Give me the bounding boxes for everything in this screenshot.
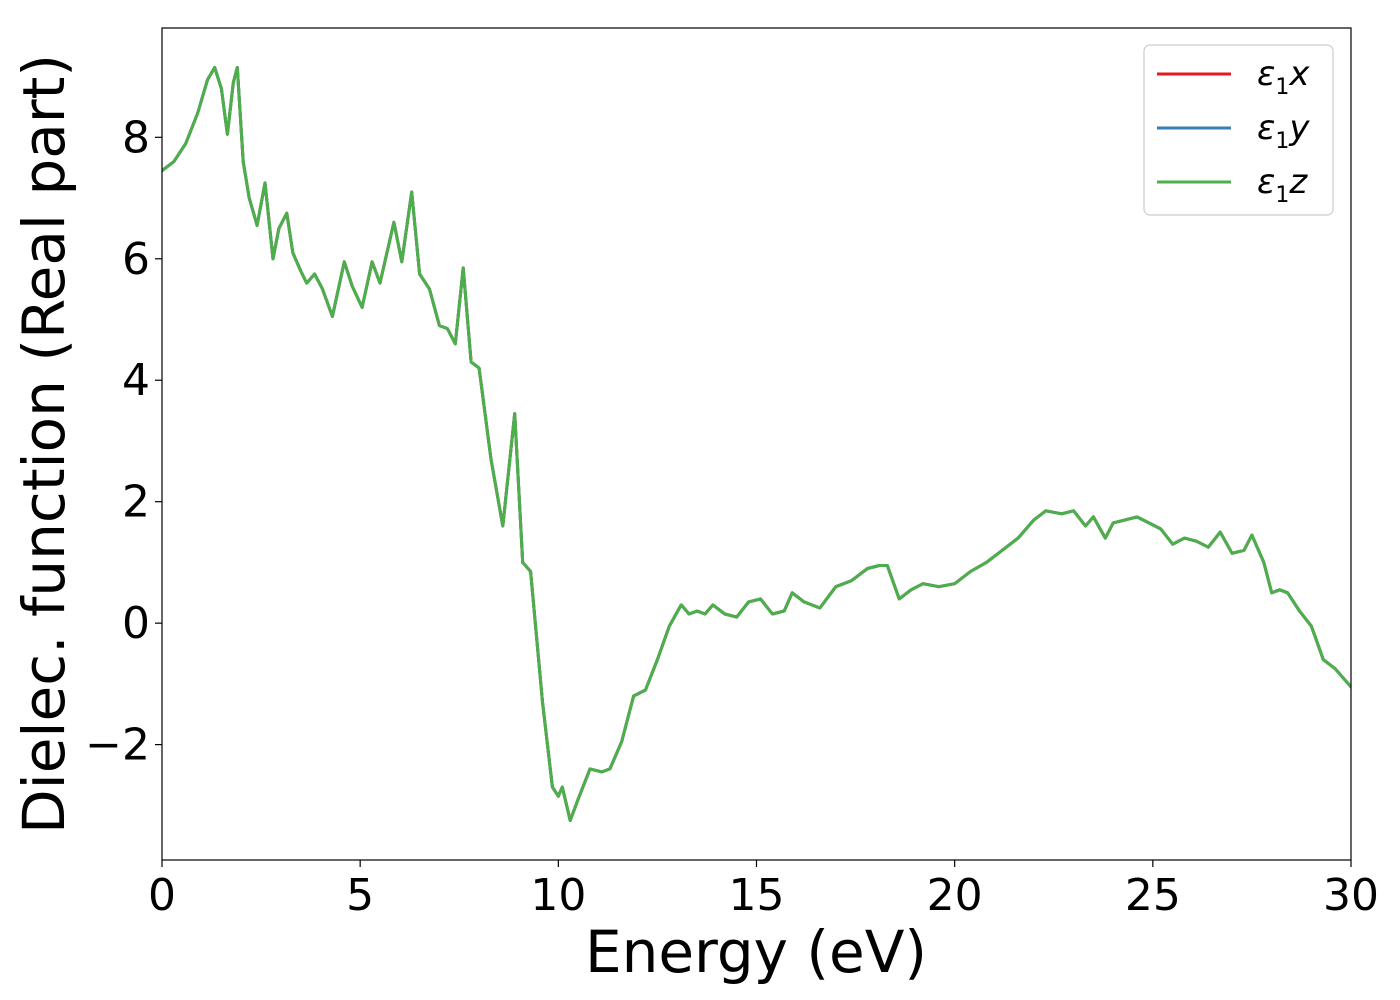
x-tick-label: 25 [1125, 870, 1181, 921]
legend-box [1143, 44, 1334, 216]
y-tick-label: −2 [85, 720, 150, 771]
y-tick-label: 0 [122, 598, 150, 649]
y-ticks: −2 0 2 4 6 8 [85, 112, 162, 771]
y-tick-label: 6 [122, 234, 150, 285]
x-tick-label: 5 [346, 870, 374, 921]
y-axis-label: Dielec. function (Real part) [10, 54, 78, 834]
legend-label-x: ε1x [1257, 54, 1310, 100]
x-ticks: 0 5 10 15 20 25 30 [148, 860, 1379, 921]
legend: ε1x ε1y ε1z [1143, 44, 1334, 216]
y-tick-label: 2 [122, 477, 150, 528]
y-tick-label: 4 [122, 355, 150, 406]
legend-label-y: ε1y [1257, 108, 1310, 154]
x-axis-label: Energy (eV) [585, 918, 927, 986]
x-tick-label: 30 [1323, 870, 1379, 921]
x-tick-label: 20 [927, 870, 983, 921]
x-tick-label: 15 [729, 870, 785, 921]
series-line-z [162, 66, 1351, 822]
legend-label-z: ε1z [1257, 162, 1308, 208]
y-tick-label: 8 [122, 112, 150, 163]
series-layer [162, 66, 1351, 822]
x-tick-label: 10 [530, 870, 586, 921]
x-tick-label: 0 [148, 870, 176, 921]
